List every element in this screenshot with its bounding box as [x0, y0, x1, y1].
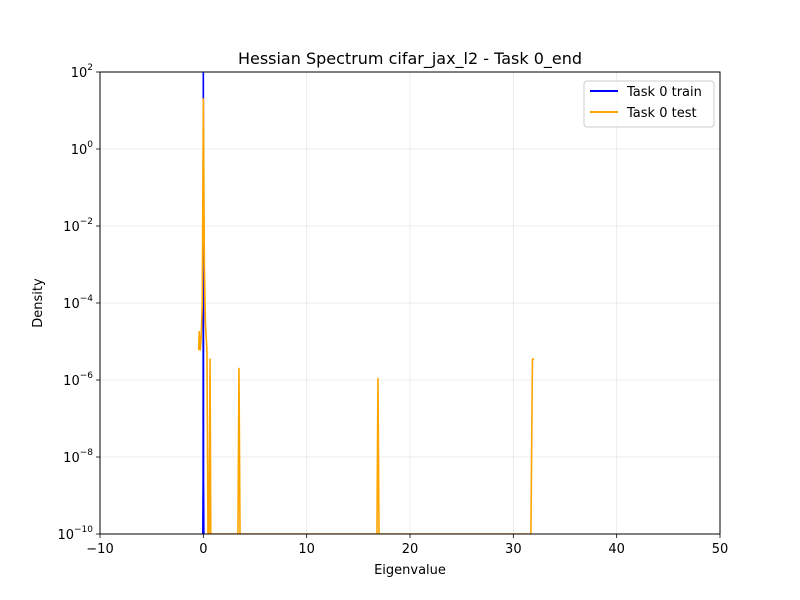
y-tick-base: 10: [63, 297, 80, 312]
y-tick-exponent: 2: [87, 63, 93, 73]
y-tick-label: 10−2: [63, 217, 93, 235]
y-tick-base: 10: [63, 220, 80, 235]
y-tick-exponent: −2: [80, 217, 93, 227]
y-tick-base: 10: [71, 143, 88, 158]
legend: Task 0 train Task 0 test: [583, 80, 715, 128]
series-line-0: [202, 72, 205, 534]
x-tick-label: 40: [608, 542, 625, 557]
x-tick-label: 30: [505, 542, 522, 557]
y-tick-base: 10: [63, 451, 80, 466]
y-tick-label: 100: [71, 140, 94, 158]
legend-label-test: Task 0 test: [626, 106, 697, 121]
y-tick-exponent: −4: [80, 294, 94, 304]
x-tick-label: 20: [402, 542, 419, 557]
y-tick-label: 10−8: [63, 448, 93, 466]
x-axis-label: Eigenvalue: [374, 563, 446, 578]
x-tick-label: −10: [86, 542, 113, 557]
y-tick-label: 10−10: [57, 525, 93, 543]
series-layer: [197, 72, 534, 534]
y-tick-exponent: −6: [80, 371, 94, 381]
x-tick-label: 0: [199, 542, 207, 557]
y-tick-label: 10−6: [63, 371, 93, 389]
y-axis-label: Density: [31, 278, 46, 328]
y-tick-base: 10: [71, 66, 88, 81]
x-tick-label: 50: [712, 542, 729, 557]
y-tick-base: 10: [63, 374, 80, 389]
y-tick-base: 10: [57, 528, 74, 543]
y-tick-label: 102: [71, 63, 93, 81]
y-tick-label: 10−4: [63, 294, 93, 312]
y-tick-exponent: 0: [87, 140, 93, 150]
y-tick-exponent: −10: [74, 525, 93, 535]
chart-title: Hessian Spectrum cifar_jax_l2 - Task 0_e…: [238, 49, 582, 69]
y-tick-exponent: −8: [80, 448, 94, 458]
x-tick-label: 10: [298, 542, 315, 557]
legend-label-train: Task 0 train: [626, 85, 702, 100]
legend-box: [583, 80, 715, 128]
x-axis: −10 0 10 20 30 40 50: [86, 534, 728, 557]
series-line-1: [197, 98, 534, 534]
